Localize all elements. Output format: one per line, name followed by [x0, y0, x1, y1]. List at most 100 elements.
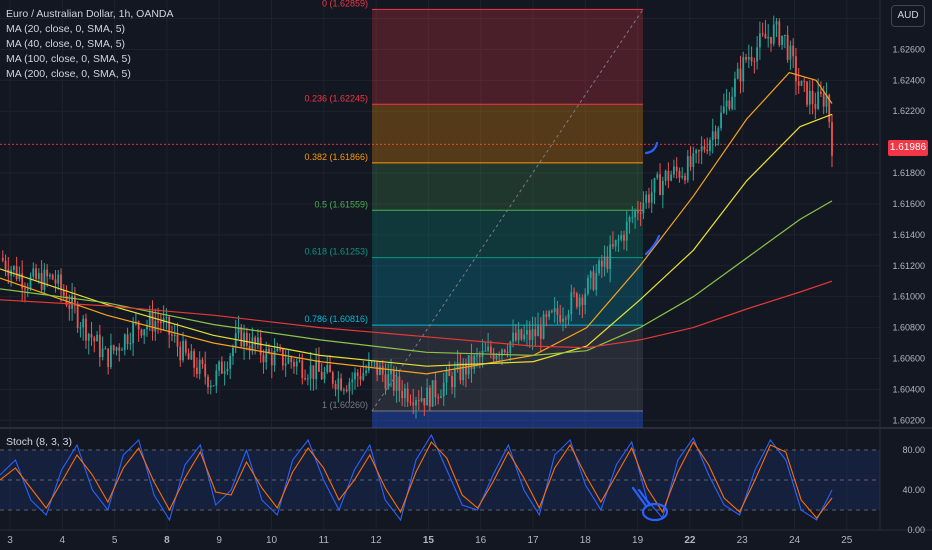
- candle-body: [384, 374, 387, 389]
- candle-body: [795, 56, 797, 82]
- candle-body: [37, 273, 40, 279]
- candle-body: [434, 380, 437, 398]
- candle-body: [218, 361, 220, 371]
- candle-body: [448, 371, 451, 376]
- candle-body: [822, 93, 825, 107]
- candle-body: [745, 57, 747, 60]
- candle-body: [526, 330, 528, 335]
- fib-level-label: 0.618 (1.61253): [304, 247, 368, 257]
- candle-body: [584, 293, 587, 305]
- candle-body: [257, 337, 259, 345]
- candle-body: [60, 274, 62, 291]
- candle-body: [159, 321, 162, 324]
- y-tick-label: 1.62600: [892, 44, 925, 54]
- candle-body: [453, 369, 456, 388]
- candle-body: [470, 355, 473, 369]
- candle-body: [792, 45, 795, 57]
- candle-body: [345, 389, 348, 392]
- candle-body: [656, 174, 659, 179]
- stoch-line: [0, 433, 833, 522]
- stoch-line: [0, 440, 833, 519]
- candle-body: [675, 166, 678, 172]
- candle-body: [334, 383, 337, 390]
- candle-body: [673, 166, 675, 175]
- candle-body: [781, 35, 783, 45]
- fib-trend-line: [371, 9, 644, 412]
- candle-body: [82, 318, 85, 328]
- candle-body: [628, 217, 631, 222]
- candle-body: [309, 365, 312, 379]
- stoch-y-tick: 40.00: [902, 485, 925, 495]
- candle-body: [692, 153, 695, 168]
- candle-body: [717, 128, 720, 139]
- candle-body: [7, 269, 10, 276]
- candle-body: [276, 348, 279, 351]
- candle-body: [359, 376, 362, 380]
- candle-body: [43, 269, 46, 290]
- candle-body: [226, 368, 229, 372]
- fib-zone: [372, 9, 643, 105]
- currency-button[interactable]: AUD: [891, 5, 925, 27]
- candle-body: [459, 362, 462, 381]
- candle-body: [68, 305, 71, 309]
- candle-body: [734, 78, 736, 97]
- candle-body: [87, 333, 90, 341]
- ma40-legend[interactable]: MA (40, close, 0, SMA, 5): [6, 38, 126, 50]
- candle-body: [634, 210, 636, 218]
- candle-body: [379, 366, 381, 375]
- candle-body: [564, 318, 567, 320]
- symbol-title: Euro / Australian Dollar, 1h, OANDA: [6, 8, 174, 20]
- candle-body: [473, 356, 476, 369]
- candle-body: [51, 274, 54, 280]
- candle-body: [46, 269, 49, 277]
- x-tick-label: 4: [60, 535, 66, 546]
- candle-body: [550, 311, 553, 313]
- candle-body: [137, 321, 140, 330]
- candle-body: [243, 332, 245, 347]
- candle-body: [728, 100, 731, 109]
- candle-body: [742, 57, 745, 82]
- candle-body: [415, 400, 417, 406]
- x-tick-label: 9: [216, 535, 222, 546]
- candle-body: [176, 334, 179, 347]
- candle-body: [758, 33, 761, 48]
- candle-body: [623, 234, 625, 241]
- candle-body: [395, 376, 398, 391]
- stoch-legend[interactable]: Stoch (8, 3, 3): [6, 436, 72, 448]
- annotation-arc-lower: [644, 234, 661, 256]
- candle-body: [478, 355, 481, 358]
- candle-body: [528, 330, 531, 340]
- x-tick-label: 18: [580, 535, 592, 546]
- candle-body: [96, 334, 98, 342]
- candle-body: [154, 321, 157, 332]
- candle-body: [1, 258, 4, 261]
- candle-body: [293, 361, 295, 367]
- candle-body: [71, 295, 74, 309]
- candle-body: [514, 332, 517, 341]
- candle-body: [772, 24, 775, 44]
- candle-body: [811, 90, 814, 104]
- candle-body: [501, 349, 503, 356]
- candle-body: [295, 361, 298, 367]
- ma100-legend[interactable]: MA (100, close, 0, SMA, 5): [6, 53, 131, 65]
- ma20-legend[interactable]: MA (20, close, 0, SMA, 5): [6, 23, 126, 35]
- candle-body: [778, 21, 781, 45]
- stochastic-panel: [0, 433, 880, 522]
- candle-body: [268, 349, 270, 354]
- candle-body: [695, 150, 698, 154]
- candle-body: [731, 96, 734, 109]
- ma200-legend[interactable]: MA (200, close, 0, SMA, 5): [6, 68, 131, 80]
- candle-body: [545, 314, 548, 317]
- candle-body: [783, 34, 786, 36]
- candle-body: [126, 334, 129, 344]
- y-tick-label: 1.60400: [892, 384, 925, 394]
- moving-averages: [0, 71, 833, 375]
- candle-body: [764, 33, 767, 39]
- candle-body: [340, 378, 343, 391]
- candle-body: [168, 316, 171, 335]
- fibonacci-retracement: 0 (1.62859) 0.236 (1.62245) 0.382 (1.61866…: [304, 0, 644, 428]
- candle-body: [115, 347, 118, 351]
- candle-body: [614, 239, 617, 247]
- candle-body: [711, 131, 714, 141]
